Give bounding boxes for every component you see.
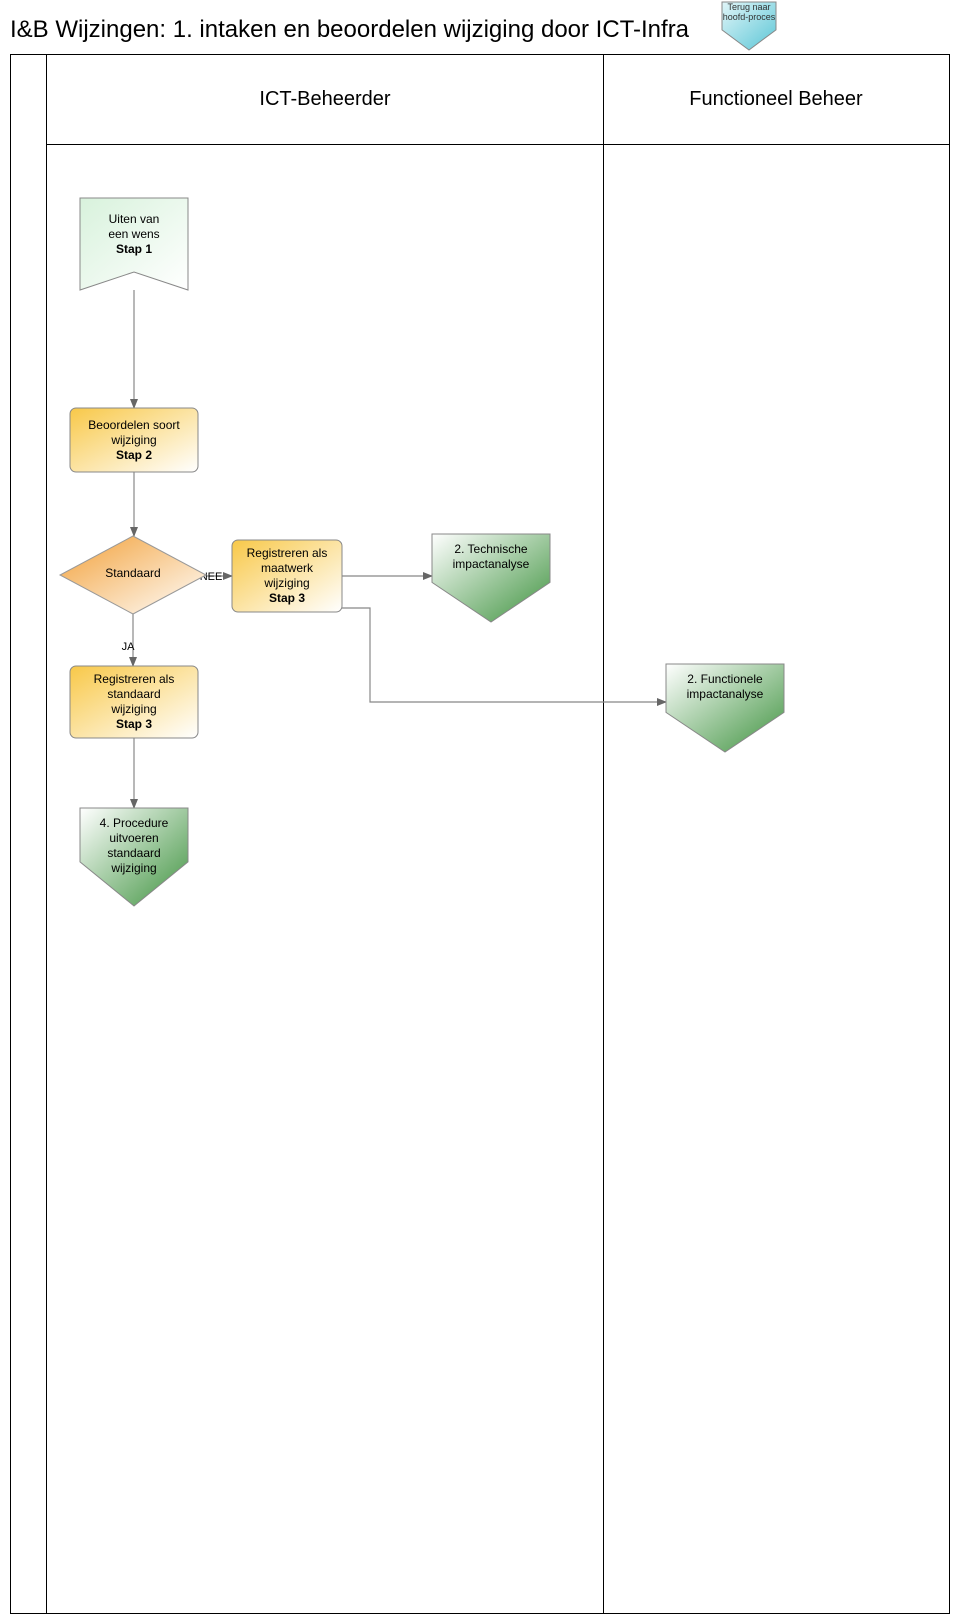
lane-header-func: Functioneel Beheer — [603, 55, 949, 144]
page-title: I&B Wijzingen: 1. intaken en beoordelen … — [10, 16, 689, 44]
lane-narrow — [11, 55, 47, 1613]
lane-header-ict: ICT-Beheerder — [47, 55, 603, 144]
lane-header-row: ICT-Beheerder Functioneel Beheer — [47, 55, 949, 145]
swimlane-frame: ICT-Beheerder Functioneel Beheer — [10, 54, 950, 1614]
lane-divider — [603, 55, 604, 1613]
